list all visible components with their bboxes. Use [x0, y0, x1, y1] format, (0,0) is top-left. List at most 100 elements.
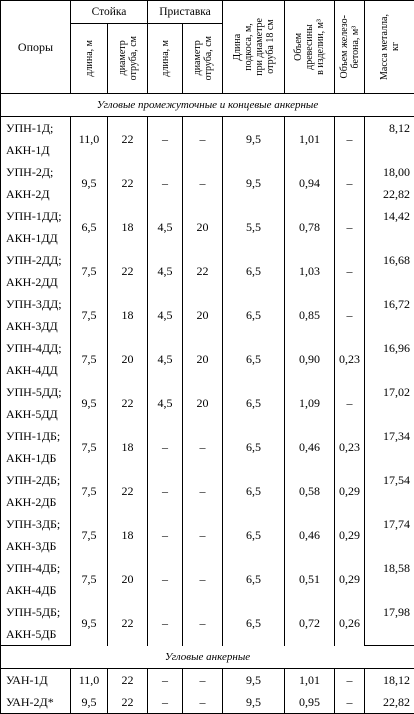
- pristavka-diameter: 20: [183, 205, 223, 249]
- support-name: УПН-2Д;: [1, 161, 71, 183]
- support-name: УПН-1Д;: [1, 117, 71, 140]
- stoika-diameter: 22: [108, 161, 148, 205]
- support-name: УПН-5ДБ;: [1, 601, 71, 623]
- metal-mass: 16,72: [365, 293, 414, 315]
- metal-mass: [365, 579, 414, 601]
- stoika-diameter: 18: [108, 425, 148, 469]
- stoika-length: 11,0: [71, 117, 108, 162]
- pristavka-length: 4,5: [148, 337, 183, 381]
- stoika-length: 7,5: [71, 249, 108, 293]
- wood-volume: 0,94: [285, 161, 335, 205]
- metal-mass: 18,12: [365, 669, 414, 692]
- concrete-volume: –: [335, 293, 365, 337]
- stoika-length: 9,5: [71, 691, 108, 714]
- stoika-diameter: 18: [108, 205, 148, 249]
- metal-mass: [365, 315, 414, 337]
- pristavka-diameter: –: [183, 691, 223, 714]
- support-name: АКН-5ДБ: [1, 623, 71, 646]
- stoika-length: 11,0: [71, 669, 108, 692]
- stoika-diameter: 22: [108, 691, 148, 714]
- metal-mass: 17,02: [365, 381, 414, 403]
- support-name: АКН-2Д: [1, 183, 71, 205]
- support-name: УПН-1ДБ;: [1, 425, 71, 447]
- metal-mass: [365, 623, 414, 646]
- pristavka-length: 4,5: [148, 205, 183, 249]
- stoika-length: 7,5: [71, 425, 108, 469]
- pristavka-length: –: [148, 161, 183, 205]
- stoika-length: 7,5: [71, 337, 108, 381]
- header-obem-zhb: Объем железо- бетона, м³: [335, 1, 365, 94]
- pristavka-length: 4,5: [148, 381, 183, 425]
- pristavka-diameter: –: [183, 669, 223, 692]
- stoika-diameter: 22: [108, 469, 148, 513]
- support-name: УПН-4ДБ;: [1, 557, 71, 579]
- podkos-length: 6,5: [223, 469, 285, 513]
- table-body: Угловые промежуточные и концевые анкерны…: [1, 94, 414, 714]
- support-name: АКН-3ДД: [1, 315, 71, 337]
- support-name: УАН-2Д*: [1, 691, 71, 714]
- podkos-length: 6,5: [223, 337, 285, 381]
- stoika-length: 7,5: [71, 513, 108, 557]
- support-name: АКН-5ДД: [1, 403, 71, 425]
- header-stoika: Стойка: [71, 1, 148, 24]
- podkos-length: 9,5: [223, 161, 285, 205]
- podkos-length: 6,5: [223, 249, 285, 293]
- stoika-length: 9,5: [71, 161, 108, 205]
- metal-mass: 22,82: [365, 183, 414, 205]
- metal-mass: 22,82: [365, 691, 414, 714]
- wood-volume: 0,72: [285, 601, 335, 646]
- wood-volume: 0,46: [285, 513, 335, 557]
- stoika-diameter: 22: [108, 381, 148, 425]
- wood-volume: 0,85: [285, 293, 335, 337]
- pristavka-length: –: [148, 425, 183, 469]
- pristavka-length: 4,5: [148, 293, 183, 337]
- pristavka-diameter: 20: [183, 293, 223, 337]
- stoika-diameter: 22: [108, 117, 148, 162]
- stoika-length: 9,5: [71, 381, 108, 425]
- stoika-diameter: 18: [108, 293, 148, 337]
- stoika-length: 9,5: [71, 601, 108, 646]
- section-row: Угловые анкерные: [1, 646, 414, 669]
- support-name: УПН-4ДД;: [1, 337, 71, 359]
- pristavka-diameter: –: [183, 161, 223, 205]
- podkos-length: 9,5: [223, 691, 285, 714]
- metal-mass: [365, 359, 414, 381]
- stoika-length: 7,5: [71, 557, 108, 601]
- pristavka-diameter: –: [183, 557, 223, 601]
- stoika-diameter: 20: [108, 337, 148, 381]
- wood-volume: 0,90: [285, 337, 335, 381]
- support-name: АКН-2ДБ: [1, 491, 71, 513]
- support-name: АКН-1Д: [1, 139, 71, 161]
- wood-volume: 1,01: [285, 117, 335, 162]
- pristavka-diameter: –: [183, 117, 223, 162]
- wood-volume: 1,01: [285, 669, 335, 692]
- section-row: Угловые промежуточные и концевые анкерны…: [1, 94, 414, 117]
- metal-mass: [365, 139, 414, 161]
- stoika-length: 7,5: [71, 469, 108, 513]
- metal-mass: 18,58: [365, 557, 414, 579]
- concrete-volume: –: [335, 381, 365, 425]
- support-name: УПН-2ДД;: [1, 249, 71, 271]
- stoika-diameter: 20: [108, 557, 148, 601]
- pristavka-length: –: [148, 513, 183, 557]
- header-massa: Масса металла, кг: [365, 1, 414, 94]
- wood-volume: 0,51: [285, 557, 335, 601]
- section-title: Угловые анкерные: [1, 646, 414, 669]
- header-obem-drevesiny: Объем древесины в изделии, м³: [285, 1, 335, 94]
- podkos-length: 6,5: [223, 293, 285, 337]
- pristavka-length: –: [148, 691, 183, 714]
- pristavka-length: –: [148, 117, 183, 162]
- concrete-volume: 0,29: [335, 513, 365, 557]
- pristavka-diameter: –: [183, 425, 223, 469]
- wood-volume: 1,09: [285, 381, 335, 425]
- wood-volume: 0,46: [285, 425, 335, 469]
